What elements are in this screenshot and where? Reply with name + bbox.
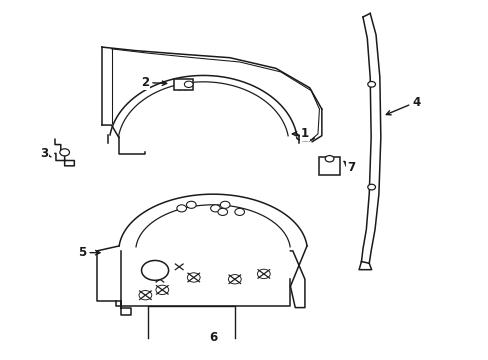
- Circle shape: [367, 184, 375, 190]
- Circle shape: [141, 260, 168, 280]
- Text: 1: 1: [292, 127, 308, 140]
- Circle shape: [186, 201, 196, 208]
- Circle shape: [184, 81, 193, 87]
- Text: 4: 4: [386, 95, 419, 115]
- FancyBboxPatch shape: [319, 157, 339, 175]
- Text: 6: 6: [208, 331, 217, 344]
- Circle shape: [177, 205, 186, 212]
- Circle shape: [210, 205, 220, 212]
- Circle shape: [234, 208, 244, 215]
- FancyBboxPatch shape: [174, 78, 192, 90]
- Text: 7: 7: [343, 161, 354, 174]
- Circle shape: [367, 81, 375, 87]
- Text: 3: 3: [40, 147, 51, 160]
- Circle shape: [325, 156, 333, 162]
- Circle shape: [60, 149, 69, 156]
- Text: 2: 2: [141, 76, 166, 89]
- Text: 5: 5: [78, 246, 100, 259]
- Circle shape: [220, 201, 229, 208]
- Circle shape: [218, 208, 227, 215]
